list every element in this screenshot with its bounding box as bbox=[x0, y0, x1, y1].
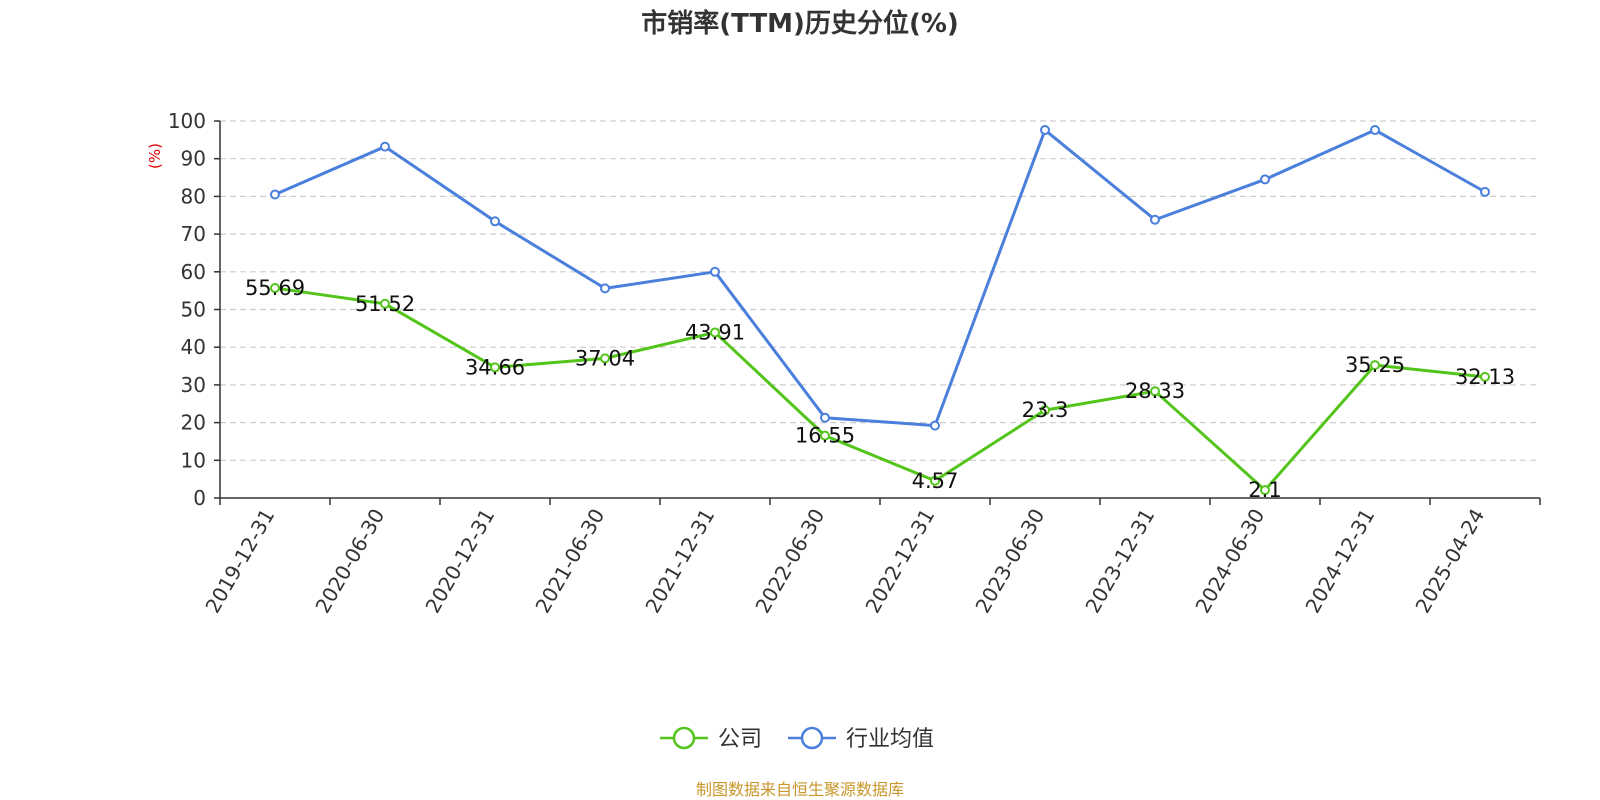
y-tick-label: 60 bbox=[181, 260, 206, 284]
series-0-point[interactable] bbox=[1150, 386, 1160, 397]
series-0-point[interactable] bbox=[710, 327, 720, 338]
legend-industry-marker bbox=[800, 726, 824, 750]
y-tick-label: 20 bbox=[181, 411, 206, 435]
series-1-point[interactable] bbox=[930, 420, 940, 431]
data-label: 34.66 bbox=[465, 355, 525, 379]
y-axis: 0 10 20 30 40 50 60 70 80 90 100 bbox=[168, 109, 221, 510]
x-tick-label: 2024-06-30 bbox=[1190, 505, 1269, 618]
x-tick-label: 2020-06-30 bbox=[310, 505, 389, 618]
series-0-point[interactable] bbox=[1370, 360, 1380, 371]
series-1-point[interactable] bbox=[820, 412, 830, 423]
series-0-point[interactable] bbox=[380, 298, 390, 309]
legend-company-label: 公司 bbox=[718, 727, 762, 752]
x-tick-label: 2024-12-31 bbox=[1300, 505, 1379, 618]
series-line-1 bbox=[274, 128, 1486, 428]
y-tick-label: 50 bbox=[181, 298, 206, 322]
series-1-point[interactable] bbox=[1370, 125, 1380, 136]
data-label: 32.13 bbox=[1455, 365, 1515, 389]
y-tick-label: 10 bbox=[181, 448, 206, 472]
series-line-0 bbox=[274, 286, 1486, 492]
series-1-point[interactable] bbox=[490, 216, 500, 227]
y-axis-unit: (%) bbox=[146, 143, 164, 169]
y-tick-label: 90 bbox=[181, 147, 206, 171]
legend-company-marker bbox=[672, 726, 696, 750]
chart-title: 市销率(TTM)历史分位(%) bbox=[641, 8, 959, 39]
data-label: 51.52 bbox=[355, 292, 415, 316]
series-1-point[interactable] bbox=[1480, 186, 1490, 197]
x-axis: 2019-12-31 2020-06-30 2020-12-31 2021-06-30… bbox=[200, 497, 1541, 618]
legend-industry-label: 行业均值 bbox=[846, 727, 934, 752]
data-label: 4.57 bbox=[912, 469, 959, 493]
series-0-point[interactable] bbox=[270, 283, 280, 294]
series-1-point[interactable] bbox=[1150, 214, 1160, 225]
y-tick-label: 70 bbox=[181, 222, 206, 246]
series-1-point[interactable] bbox=[270, 189, 280, 200]
legend-item-industry[interactable]: 行业均值 bbox=[788, 726, 934, 752]
series-1-point[interactable] bbox=[1040, 125, 1050, 136]
x-tick-label: 2021-06-30 bbox=[530, 505, 609, 618]
data-label: 23.3 bbox=[1022, 398, 1069, 422]
source-note: 制图数据来自恒生聚源数据库 bbox=[696, 780, 904, 799]
series-0-point[interactable] bbox=[600, 353, 610, 364]
data-label: 28.33 bbox=[1125, 379, 1185, 403]
series-0-point[interactable] bbox=[820, 430, 830, 441]
x-tick-label: 2025-04-24 bbox=[1410, 505, 1489, 618]
x-tick-label: 2022-12-31 bbox=[860, 505, 939, 618]
data-label: 2.1 bbox=[1248, 478, 1281, 502]
grid-lines bbox=[220, 120, 1540, 461]
series-1-point[interactable] bbox=[710, 266, 720, 277]
y-tick-label: 30 bbox=[181, 373, 206, 397]
y-tick-label: 100 bbox=[168, 109, 206, 133]
series-0-point[interactable] bbox=[1480, 371, 1490, 382]
x-tick-label: 2022-06-30 bbox=[750, 505, 829, 618]
data-label: 16.55 bbox=[795, 424, 855, 448]
y-tick-label: 80 bbox=[181, 184, 206, 208]
series-lines bbox=[270, 125, 1490, 496]
data-label: 43.91 bbox=[685, 320, 745, 344]
x-tick-label: 2020-12-31 bbox=[420, 505, 499, 618]
series-1-point[interactable] bbox=[600, 283, 610, 294]
x-tick-label: 2023-12-31 bbox=[1080, 505, 1159, 618]
x-tick-label: 2019-12-31 bbox=[200, 505, 279, 618]
y-tick-label: 40 bbox=[181, 335, 206, 359]
data-label: 35.25 bbox=[1345, 353, 1405, 377]
series-0-point[interactable] bbox=[1260, 485, 1270, 496]
series-1-point[interactable] bbox=[1260, 174, 1270, 185]
data-label: 37.04 bbox=[575, 346, 635, 370]
series-1-point[interactable] bbox=[380, 141, 390, 152]
legend-item-company[interactable]: 公司 bbox=[660, 726, 762, 752]
data-labels: 55.69 51.52 34.66 37.04 43.91 16.55 4.57 23.3 28… bbox=[245, 276, 1515, 502]
data-label: 55.69 bbox=[245, 276, 305, 300]
x-tick-label: 2023-06-30 bbox=[970, 505, 1049, 618]
series-0-point[interactable] bbox=[1040, 405, 1050, 416]
series-0-point[interactable] bbox=[930, 475, 940, 486]
legend: 公司 行业均值 bbox=[660, 726, 934, 752]
series-0-point[interactable] bbox=[490, 362, 500, 373]
x-tick-label: 2021-12-31 bbox=[640, 505, 719, 618]
y-tick-label: 0 bbox=[193, 486, 206, 510]
